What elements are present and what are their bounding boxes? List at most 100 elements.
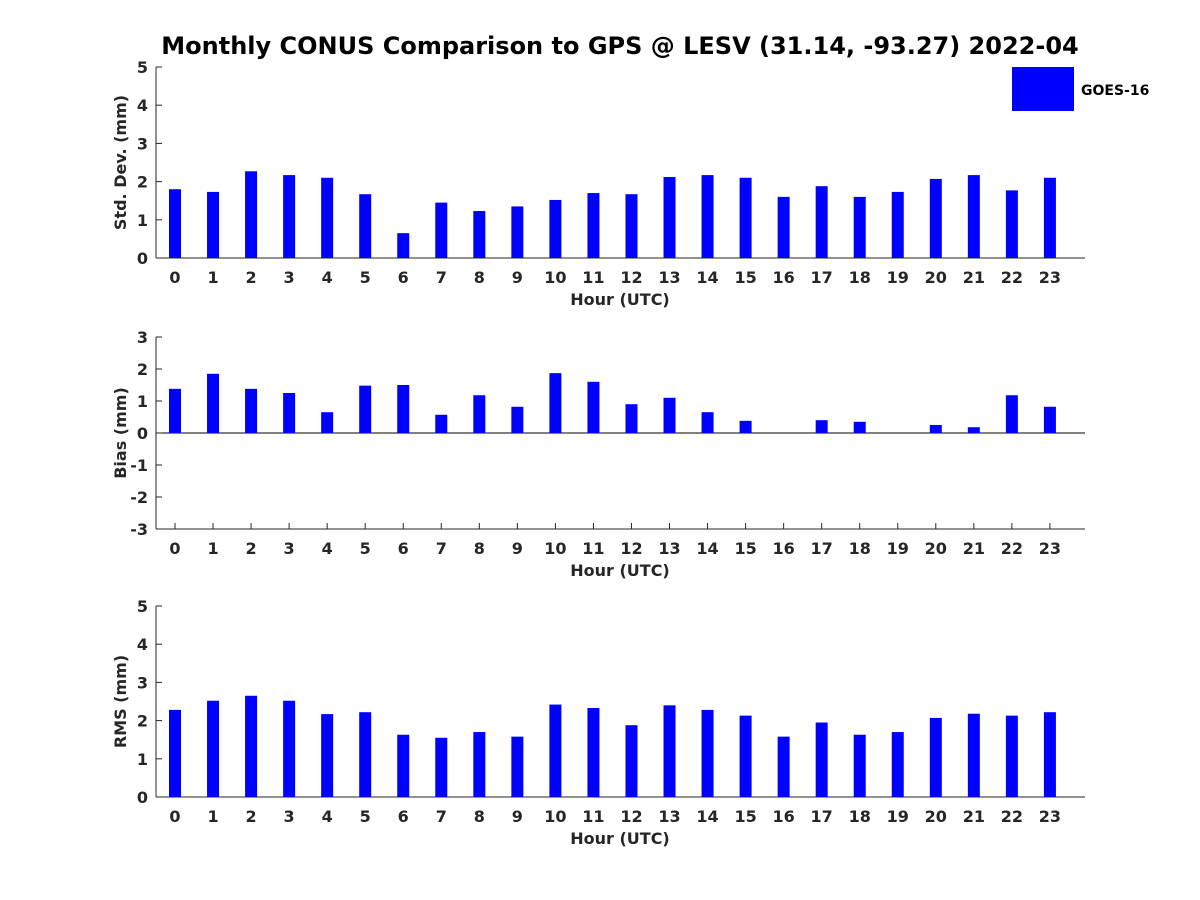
x-tick-label: 5: [360, 539, 371, 558]
x-tick-label: 13: [658, 268, 680, 287]
x-tick-label: 17: [811, 268, 833, 287]
y-tick-label: 3: [137, 328, 148, 347]
x-tick-label: 15: [734, 539, 756, 558]
bar-hour-2: [245, 388, 258, 433]
x-tick-label: 10: [544, 268, 566, 287]
x-tick-label: 18: [849, 539, 871, 558]
y-tick-label: 2: [137, 712, 148, 731]
legend-swatch-goes16: [1012, 67, 1074, 111]
bar-hour-10: [549, 373, 562, 433]
x-tick-label: 6: [398, 268, 409, 287]
x-tick-label: 17: [811, 539, 833, 558]
x-tick-label: 18: [849, 268, 871, 287]
y-tick-label: -3: [130, 520, 148, 539]
bar-hour-7: [435, 202, 448, 258]
x-tick-label: 12: [620, 268, 642, 287]
bar-hour-2: [245, 171, 258, 258]
x-tick-label: 9: [512, 268, 523, 287]
bar-hour-7: [435, 737, 448, 797]
bar-hour-8: [473, 395, 486, 433]
y-tick-label: 1: [137, 750, 148, 769]
x-tick-label: 8: [474, 807, 485, 826]
x-tick-label: 20: [925, 539, 947, 558]
bar-hour-1: [207, 700, 220, 797]
bar-hour-20: [929, 178, 942, 258]
bar-hour-1: [207, 373, 220, 433]
bar-hour-23: [1043, 406, 1056, 433]
x-axis-label: Hour (UTC): [570, 829, 670, 848]
x-tick-label: 9: [512, 539, 523, 558]
bar-hour-14: [701, 175, 714, 258]
bar-hour-15: [739, 177, 752, 258]
x-tick-label: 14: [696, 539, 718, 558]
bar-hour-1: [207, 191, 220, 258]
bar-hour-9: [511, 206, 524, 258]
bar-hour-17: [815, 420, 828, 433]
bar-hour-22: [1005, 715, 1018, 797]
y-tick-label: 1: [137, 392, 148, 411]
x-tick-label: 22: [1001, 539, 1023, 558]
bar-hour-3: [283, 700, 296, 797]
y-tick-label: 2: [137, 173, 148, 192]
x-tick-label: 19: [887, 807, 909, 826]
x-tick-label: 23: [1039, 268, 1061, 287]
bar-hour-21: [967, 713, 980, 797]
bar-hour-18: [853, 421, 866, 433]
x-tick-label: 12: [620, 539, 642, 558]
y-tick-label: 0: [137, 424, 148, 443]
x-tick-label: 2: [246, 807, 257, 826]
bar-hour-6: [397, 385, 410, 433]
bar-hour-21: [967, 427, 980, 433]
bar-hour-15: [739, 715, 752, 797]
x-axis-label: Hour (UTC): [570, 561, 670, 580]
x-tick-label: 19: [887, 539, 909, 558]
x-tick-label: 6: [398, 539, 409, 558]
bar-hour-15: [739, 420, 752, 433]
bar-hour-9: [511, 406, 524, 433]
x-tick-label: 20: [925, 268, 947, 287]
x-tick-label: 10: [544, 807, 566, 826]
x-tick-label: 7: [436, 268, 447, 287]
bar-hour-5: [359, 712, 372, 797]
x-tick-label: 9: [512, 807, 523, 826]
bar-hour-11: [587, 193, 600, 258]
x-tick-label: 23: [1039, 807, 1061, 826]
bar-hour-12: [625, 194, 638, 258]
x-tick-label: 11: [582, 268, 604, 287]
y-tick-label: 0: [137, 788, 148, 807]
bar-hour-10: [549, 704, 562, 797]
bar-hour-11: [587, 381, 600, 433]
x-tick-label: 13: [658, 807, 680, 826]
bar-hour-18: [853, 196, 866, 258]
bar-hour-20: [929, 425, 942, 433]
x-tick-label: 16: [773, 539, 795, 558]
x-tick-label: 2: [246, 539, 257, 558]
x-tick-label: 10: [544, 539, 566, 558]
x-tick-label: 1: [207, 539, 218, 558]
x-tick-label: 4: [322, 807, 333, 826]
y-tick-label: -2: [130, 488, 148, 507]
bar-hour-16: [777, 736, 790, 797]
bar-hour-6: [397, 734, 410, 797]
bar-hour-11: [587, 707, 600, 797]
bar-hour-7: [435, 414, 448, 433]
x-tick-label: 6: [398, 807, 409, 826]
legend-label-goes16: GOES-16: [1081, 83, 1149, 99]
bar-hour-0: [169, 388, 181, 433]
bar-hour-14: [701, 412, 714, 433]
bar-hour-5: [359, 385, 372, 433]
bar-hour-23: [1043, 177, 1056, 258]
x-tick-label: 1: [207, 807, 218, 826]
bar-hour-19: [891, 732, 904, 797]
y-tick-label: 3: [137, 134, 148, 153]
y-tick-label: 5: [137, 597, 148, 616]
bar-hour-18: [853, 734, 866, 797]
bar-hour-21: [967, 175, 980, 258]
bar-hour-19: [891, 191, 904, 258]
x-tick-label: 3: [284, 268, 295, 287]
y-tick-label: 5: [137, 58, 148, 77]
